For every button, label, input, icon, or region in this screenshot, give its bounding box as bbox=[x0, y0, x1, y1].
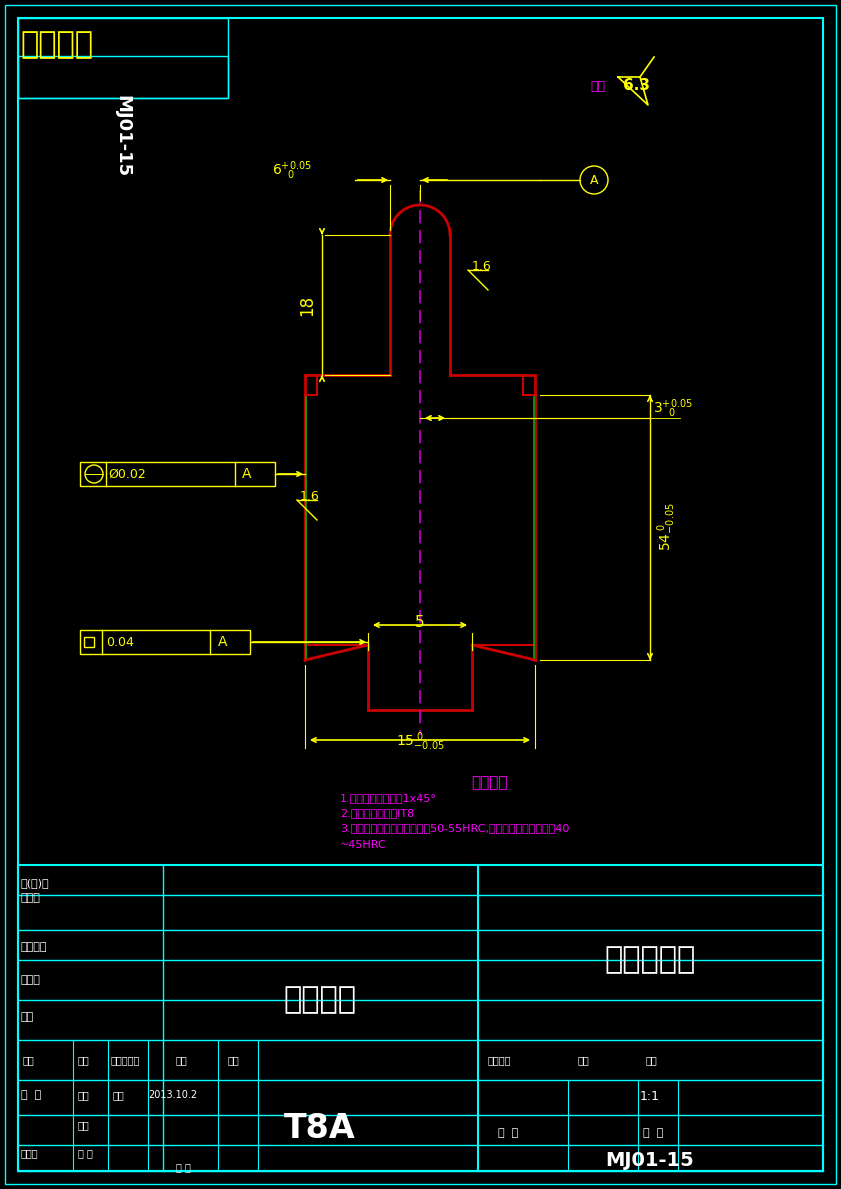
Text: 1.未注明倒角尺寸为1x45°: 1.未注明倒角尺寸为1x45° bbox=[340, 793, 436, 803]
Text: 2.未注明公差按照IT8: 2.未注明公差按照IT8 bbox=[340, 809, 415, 818]
Text: T8A: T8A bbox=[284, 1112, 356, 1145]
Text: A: A bbox=[218, 635, 228, 649]
Text: 技术要求: 技术要求 bbox=[472, 775, 508, 789]
Text: ~45HRC: ~45HRC bbox=[340, 839, 387, 850]
Text: 1.6: 1.6 bbox=[300, 490, 320, 503]
Text: 重量: 重量 bbox=[578, 1055, 590, 1065]
Text: 日 期: 日 期 bbox=[176, 1162, 191, 1172]
Text: 底图总号: 底图总号 bbox=[21, 942, 47, 952]
Bar bbox=[18, 18, 228, 97]
Bar bbox=[18, 56, 228, 97]
Text: 设计: 设计 bbox=[78, 1090, 90, 1100]
Text: $54^{\ 0}_{-0.05}$: $54^{\ 0}_{-0.05}$ bbox=[655, 503, 678, 552]
Text: 借(通)用: 借(通)用 bbox=[21, 877, 50, 888]
Text: 签字: 签字 bbox=[21, 1012, 34, 1023]
Text: 检验员: 检验员 bbox=[21, 1149, 39, 1158]
Text: 共  素: 共 素 bbox=[498, 1128, 518, 1138]
Bar bbox=[84, 637, 94, 647]
Text: 定距螺钉: 定距螺钉 bbox=[20, 30, 93, 59]
Text: 签字: 签字 bbox=[176, 1055, 188, 1065]
Text: $3^{+0.05}_{\ \ 0}$: $3^{+0.05}_{\ \ 0}$ bbox=[653, 397, 693, 420]
Text: 2013.10.2: 2013.10.2 bbox=[148, 1090, 197, 1100]
Text: 审核: 审核 bbox=[113, 1090, 124, 1100]
Text: 日  期: 日 期 bbox=[21, 1090, 41, 1100]
Text: 定距螺钉: 定距螺钉 bbox=[283, 986, 357, 1014]
Text: 5: 5 bbox=[415, 615, 425, 630]
Text: 3.重要零件的热处理要求按照50-55HRC,普通零件的热处理按照40: 3.重要零件的热处理要求按照50-55HRC,普通零件的热处理按照40 bbox=[340, 823, 569, 833]
Text: 日 期: 日 期 bbox=[78, 1149, 93, 1158]
Text: 18: 18 bbox=[298, 295, 316, 315]
Text: 图样标记: 图样标记 bbox=[488, 1055, 511, 1065]
Text: $6^{+0.05}_{\ \ 0}$: $6^{+0.05}_{\ \ 0}$ bbox=[272, 159, 312, 182]
Text: 处数: 处数 bbox=[78, 1055, 90, 1065]
Text: 常州工学院: 常州工学院 bbox=[605, 945, 696, 975]
Text: 比例: 比例 bbox=[646, 1055, 658, 1065]
Text: 6.3: 6.3 bbox=[623, 78, 650, 93]
Text: A: A bbox=[590, 174, 598, 187]
Text: 1:1: 1:1 bbox=[640, 1089, 660, 1102]
Text: 标记: 标记 bbox=[23, 1055, 34, 1065]
Text: A: A bbox=[242, 467, 251, 482]
Text: 其余: 其余 bbox=[590, 80, 605, 93]
Text: 日期: 日期 bbox=[228, 1055, 240, 1065]
Text: 0.04: 0.04 bbox=[106, 635, 134, 648]
Text: 审阅: 审阅 bbox=[78, 1120, 90, 1130]
Bar bbox=[18, 866, 823, 1171]
Text: MJ01-15: MJ01-15 bbox=[113, 95, 131, 177]
Text: Ø0.02: Ø0.02 bbox=[108, 467, 145, 480]
Text: 更改文件号: 更改文件号 bbox=[111, 1055, 140, 1065]
Text: MJ01-15: MJ01-15 bbox=[606, 1151, 695, 1170]
Text: 1.6: 1.6 bbox=[472, 260, 492, 273]
Text: $15^{\ 0}_{-0.05}$: $15^{\ 0}_{-0.05}$ bbox=[395, 730, 444, 753]
Text: 件登记: 件登记 bbox=[21, 893, 41, 902]
Text: 第  素: 第 素 bbox=[643, 1128, 664, 1138]
Text: 底图号: 底图号 bbox=[21, 975, 41, 984]
Bar bbox=[80, 463, 275, 486]
Bar bbox=[80, 630, 250, 654]
